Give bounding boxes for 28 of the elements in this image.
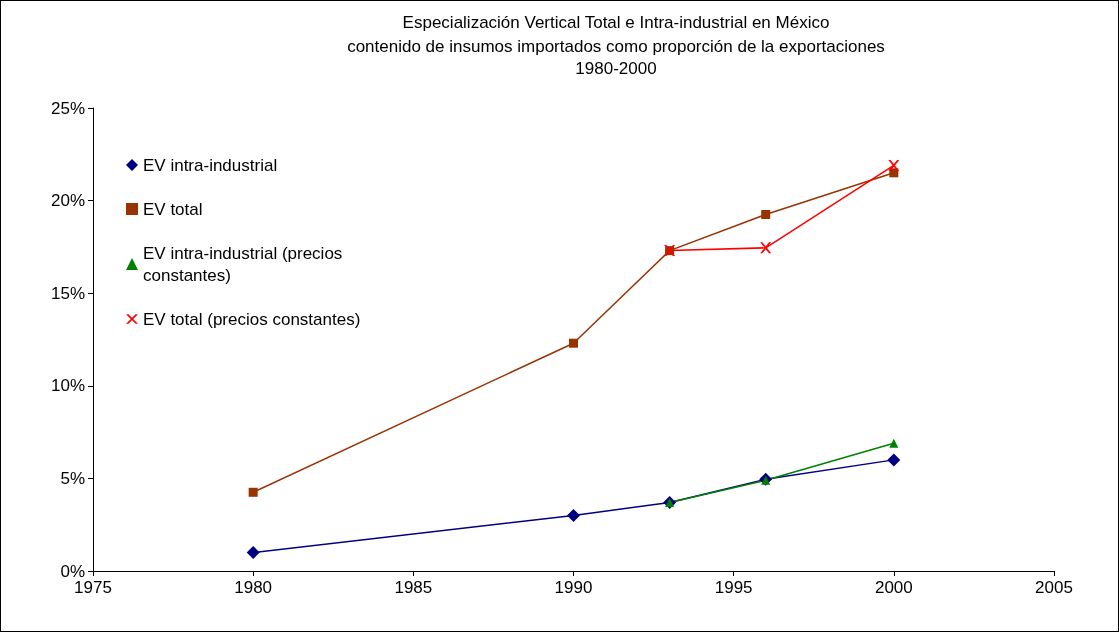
legend-label: EV intra-industrial [143, 155, 278, 175]
x-tick-label: 1995 [714, 578, 753, 597]
x-tick-label: 2005 [1035, 578, 1073, 597]
legend-label: EV total (precios constantes) [143, 309, 361, 329]
x-tick-label: 1980 [234, 578, 273, 597]
y-tick-label: 15% [50, 283, 85, 303]
point [889, 438, 899, 448]
point [761, 209, 771, 219]
x-tick-label: 1985 [394, 578, 433, 597]
legend-label: EV total [143, 199, 203, 219]
point [888, 159, 900, 171]
point [569, 338, 578, 348]
point [760, 242, 772, 254]
point [246, 545, 260, 559]
legend-label: EV intra-industrial (precios constantes) [143, 243, 348, 285]
y-tick-label: 20% [50, 191, 85, 211]
point [887, 453, 901, 467]
point [567, 508, 580, 522]
chart-subtitle: contenido de insumos importados como proporción de la exportaciones 1980-2000 [347, 36, 885, 78]
x-tick-label: 1990 [554, 578, 593, 597]
y-tick-label: 5% [60, 468, 85, 488]
y-tick-label: 10% [50, 376, 85, 396]
chart-title: Especialización Vertical Total e Intra-industrial en México [402, 13, 830, 32]
point [248, 487, 258, 497]
y-tick-label: 0% [60, 561, 85, 581]
x-tick-label: 1975 [74, 578, 112, 597]
y-tick-label: 25% [50, 98, 85, 118]
x-tick-label: 2000 [874, 578, 913, 597]
